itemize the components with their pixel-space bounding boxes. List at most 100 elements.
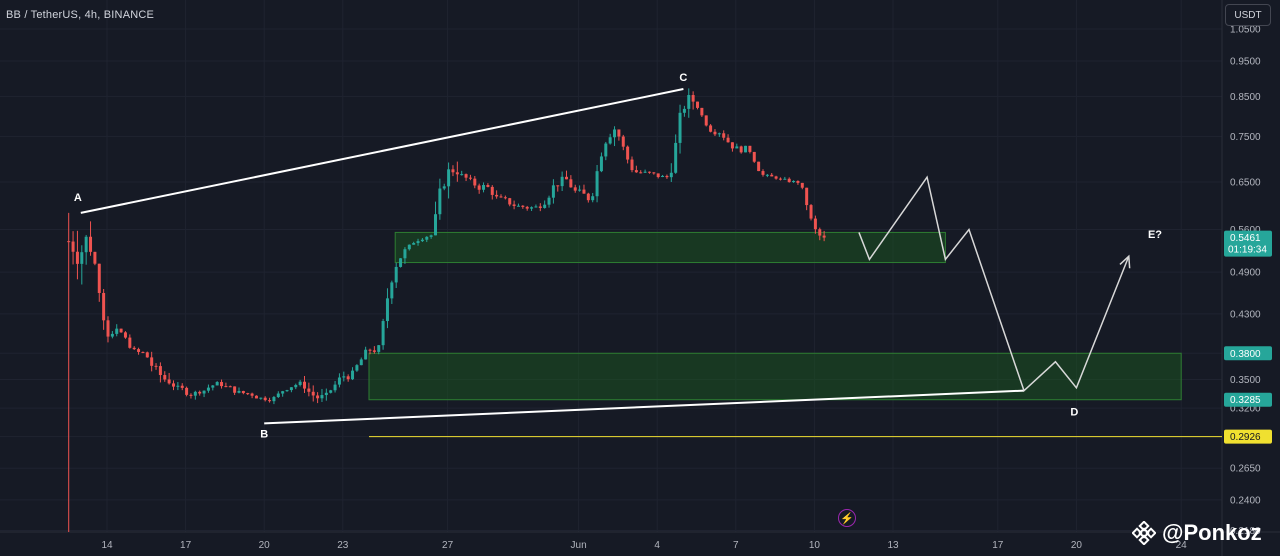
candle-body	[525, 206, 529, 209]
wedge-point-B: B	[260, 428, 268, 440]
candle-body	[543, 204, 547, 208]
candle-body	[193, 391, 197, 396]
candle-body	[377, 345, 381, 352]
binance-logo-icon	[1132, 521, 1156, 545]
candle-body	[346, 376, 350, 380]
price-tick: 0.8500	[1230, 92, 1261, 103]
currency-button[interactable]: USDT	[1225, 4, 1271, 26]
wedge-point-E?: E?	[1148, 229, 1162, 241]
candle-body	[796, 180, 800, 183]
candle-body	[713, 131, 717, 135]
candle-body	[482, 185, 486, 190]
time-tick: 7	[733, 540, 739, 551]
candle-body	[495, 194, 499, 197]
candle-body	[438, 188, 442, 215]
candle-body	[800, 182, 804, 188]
candle-body	[420, 239, 424, 242]
candle-body	[770, 174, 774, 177]
candle-body	[617, 129, 621, 137]
candle-body	[189, 394, 193, 396]
candle-body	[722, 133, 726, 138]
candle-body	[652, 172, 656, 174]
candle-body	[93, 251, 97, 264]
candle-body	[329, 390, 333, 393]
candle-body	[368, 349, 372, 351]
candle-body	[307, 388, 311, 392]
candle-body	[311, 391, 315, 396]
candle-body	[778, 178, 782, 180]
candle-body	[573, 187, 577, 191]
candle-body	[75, 251, 79, 264]
candle-body	[761, 171, 765, 175]
candle-body	[569, 179, 573, 188]
candle-body	[813, 218, 817, 230]
price-label-bg	[1224, 230, 1272, 257]
candle-body	[102, 292, 106, 321]
candle-body	[560, 176, 564, 187]
price-label-bg	[1224, 346, 1272, 361]
candle-body	[351, 370, 355, 380]
candle-body	[241, 390, 245, 394]
time-tick: 4	[654, 540, 660, 551]
candle-body	[595, 171, 599, 197]
candle-body	[582, 189, 586, 194]
projection-path	[858, 175, 1131, 392]
projection-arrowhead	[1119, 254, 1131, 269]
time-tick: 20	[259, 540, 271, 551]
candle-body	[700, 107, 704, 116]
candle-body	[696, 101, 699, 108]
candle-body	[591, 196, 595, 201]
candle-body	[281, 391, 285, 394]
candle-body	[237, 390, 241, 393]
candle-body	[744, 145, 748, 153]
zone-0	[394, 231, 946, 264]
candle-body	[119, 328, 123, 333]
candle-body	[486, 185, 490, 187]
candle-body	[490, 186, 494, 195]
time-tick: 27	[442, 540, 454, 551]
candle-body	[202, 390, 206, 394]
candle-body	[538, 206, 542, 208]
time-tick: 17	[992, 540, 1004, 551]
candle-body	[224, 386, 228, 388]
candle-body	[757, 161, 761, 172]
candle-body	[198, 391, 202, 394]
price-tick: 0.2650	[1230, 464, 1261, 475]
candle-body	[678, 112, 682, 143]
candle-body	[154, 365, 158, 367]
candle-body	[254, 395, 258, 399]
candle-body	[730, 142, 734, 149]
candle-body	[97, 263, 101, 293]
candle-body	[228, 386, 232, 388]
candle-body	[128, 337, 132, 348]
candle-body	[739, 146, 743, 153]
candle-body	[765, 174, 769, 176]
price-tick: 0.9500	[1230, 56, 1261, 67]
candle-body	[364, 349, 368, 360]
candle-body	[106, 320, 110, 337]
wedge-line-0	[80, 88, 684, 214]
time-tick: 23	[337, 540, 349, 551]
candle-body	[172, 383, 175, 387]
candle-body	[604, 143, 608, 157]
price-tick: 0.3500	[1230, 375, 1261, 386]
candle-body	[416, 241, 420, 244]
candle-body	[434, 214, 437, 236]
price-tick: 1.0500	[1230, 25, 1261, 36]
candle-body	[599, 156, 603, 172]
candles	[67, 88, 826, 532]
candle-body	[276, 393, 280, 398]
candle-body	[407, 244, 411, 250]
time-tick: 10	[809, 540, 821, 551]
wedge-point-D: D	[1070, 406, 1078, 418]
lightning-icon[interactable]: ⚡	[838, 509, 856, 527]
candle-body	[464, 174, 468, 178]
price-label-bg	[1224, 392, 1272, 407]
candle-body	[110, 333, 114, 337]
candle-body	[298, 381, 302, 385]
candle-body	[447, 169, 451, 187]
candle-body	[726, 137, 730, 143]
